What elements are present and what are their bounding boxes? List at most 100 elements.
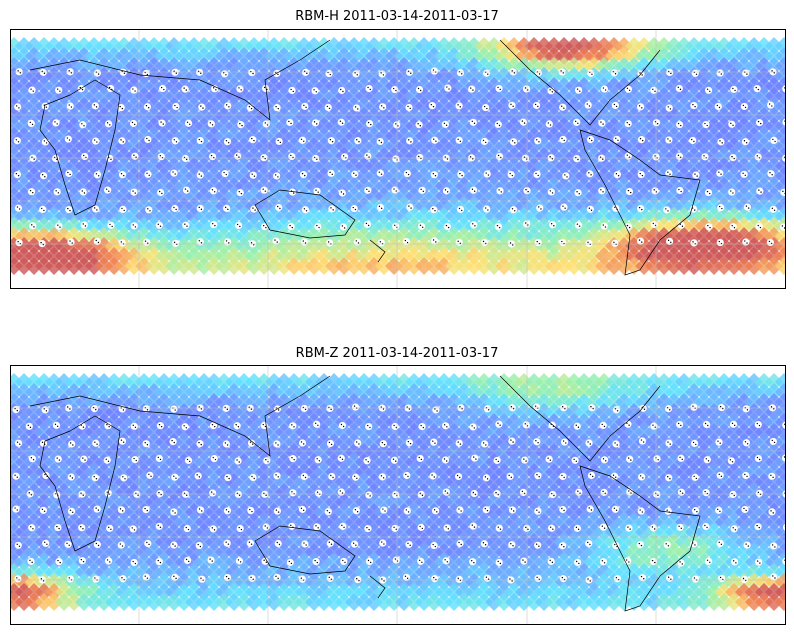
sample-marker bbox=[482, 69, 491, 77]
field-cell bbox=[715, 513, 733, 531]
field-cell bbox=[685, 593, 703, 611]
field-cell bbox=[155, 533, 173, 551]
field-cell bbox=[105, 247, 123, 265]
sample-dot bbox=[213, 191, 216, 193]
field-cell bbox=[765, 87, 783, 105]
field-cell bbox=[275, 57, 293, 75]
field-cell bbox=[125, 37, 143, 55]
sample-dot bbox=[537, 105, 539, 108]
sample-marker bbox=[586, 205, 594, 213]
field-cell bbox=[205, 443, 223, 461]
field-cell bbox=[715, 247, 733, 265]
field-cell bbox=[355, 403, 373, 421]
field-cell bbox=[525, 147, 543, 165]
field-cell bbox=[545, 433, 563, 451]
field-cell bbox=[235, 37, 253, 55]
field-cell bbox=[565, 217, 583, 235]
field-cell bbox=[325, 383, 343, 401]
sample-dot bbox=[641, 208, 643, 211]
field-cell bbox=[235, 47, 253, 65]
field-cell bbox=[215, 423, 233, 441]
field-cell bbox=[135, 453, 153, 471]
sample-marker bbox=[598, 187, 606, 195]
field-cell bbox=[335, 237, 353, 255]
field-cell bbox=[435, 533, 453, 551]
sample-dot bbox=[639, 172, 641, 175]
sample-dot bbox=[406, 406, 408, 408]
field-cell bbox=[15, 167, 33, 185]
field-cell bbox=[515, 167, 533, 185]
sample-marker bbox=[495, 152, 504, 161]
field-cell bbox=[735, 157, 753, 175]
field-cell bbox=[555, 443, 573, 461]
field-cell bbox=[305, 373, 323, 391]
sample-dot bbox=[120, 241, 123, 243]
sample-dot bbox=[511, 70, 513, 72]
field-cell bbox=[555, 393, 573, 411]
field-cell bbox=[505, 383, 523, 401]
sample-dot bbox=[159, 458, 162, 461]
field-cell bbox=[575, 393, 593, 411]
field-cell bbox=[465, 167, 483, 185]
sample-dot bbox=[670, 241, 672, 244]
field-cell bbox=[405, 257, 423, 275]
field-cell bbox=[505, 553, 523, 571]
sample-marker bbox=[585, 439, 593, 447]
sample-marker bbox=[184, 119, 193, 127]
sample-marker bbox=[129, 119, 138, 128]
sample-dot bbox=[475, 458, 477, 460]
sample-marker bbox=[79, 188, 87, 196]
field-cell bbox=[595, 247, 613, 265]
field-cell bbox=[305, 383, 323, 401]
field-cell bbox=[125, 563, 143, 581]
field-cell bbox=[585, 77, 603, 95]
sample-marker bbox=[585, 239, 593, 247]
field-cell bbox=[425, 157, 443, 175]
field-cell bbox=[455, 157, 473, 175]
field-cell bbox=[295, 453, 313, 471]
sample-dot bbox=[357, 242, 360, 244]
sample-marker bbox=[417, 222, 426, 230]
field-cell bbox=[395, 247, 413, 265]
sample-dot bbox=[473, 190, 476, 192]
sample-marker bbox=[496, 187, 504, 195]
field-cell bbox=[225, 207, 243, 225]
sample-dot bbox=[564, 408, 566, 410]
sample-dot bbox=[200, 408, 203, 410]
field-cell bbox=[145, 37, 163, 55]
field-cell bbox=[215, 217, 233, 235]
sample-dot bbox=[240, 89, 242, 91]
field-cell bbox=[105, 47, 123, 65]
sample-marker bbox=[599, 421, 607, 430]
field-cell bbox=[235, 207, 253, 225]
field-cell bbox=[205, 503, 223, 521]
sample-dot bbox=[485, 444, 487, 446]
field-cell bbox=[535, 157, 553, 175]
field-cell bbox=[55, 47, 73, 65]
field-cell bbox=[335, 37, 353, 55]
field-cell bbox=[755, 207, 773, 225]
field-cell bbox=[495, 97, 513, 115]
sample-dot bbox=[300, 138, 303, 140]
field-cell bbox=[555, 483, 573, 501]
field-cell bbox=[125, 97, 143, 115]
sample-dot bbox=[730, 190, 732, 192]
sample-dot bbox=[434, 210, 436, 212]
field-cell bbox=[135, 373, 153, 391]
field-cell bbox=[285, 493, 303, 511]
field-cell bbox=[445, 453, 463, 471]
field-cell bbox=[645, 423, 663, 441]
field-cell bbox=[155, 57, 173, 75]
field-cell bbox=[15, 493, 33, 511]
field-cell bbox=[25, 543, 43, 561]
field-cell bbox=[465, 513, 483, 531]
sample-dot bbox=[185, 427, 188, 429]
sample-dot bbox=[358, 443, 360, 445]
sample-dot bbox=[303, 140, 305, 142]
field-cell bbox=[485, 137, 503, 155]
field-cell bbox=[395, 87, 413, 105]
field-cell bbox=[515, 443, 533, 461]
field-cell bbox=[375, 147, 393, 165]
field-cell bbox=[205, 57, 223, 75]
field-cell bbox=[485, 107, 503, 125]
